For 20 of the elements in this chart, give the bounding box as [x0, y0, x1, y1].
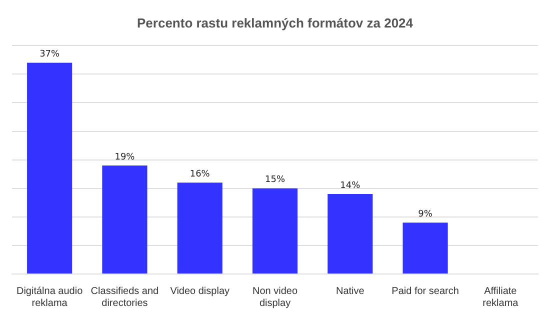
bar	[252, 188, 298, 274]
x-tick-label: Non video display	[252, 286, 298, 309]
data-label: 14%	[340, 180, 361, 191]
x-tick-label: Digitálna audio reklama	[16, 286, 84, 309]
bar	[402, 222, 448, 274]
x-tick-label: Paid for search	[392, 286, 459, 297]
bar	[328, 194, 373, 274]
data-label: 9%	[418, 209, 433, 220]
x-tick-label: Native	[336, 286, 365, 297]
bar	[27, 62, 72, 274]
x-tick-label: Video display	[170, 286, 230, 297]
x-tick-label: Classifieds and directories	[90, 286, 159, 309]
x-tick-label: Affiliate reklama	[482, 286, 519, 309]
data-label: 37%	[40, 50, 60, 60]
data-label: 19%	[114, 152, 136, 162]
data-label: 16%	[190, 169, 210, 180]
data-label: 15%	[264, 175, 286, 186]
chart-title: Percento rastu reklamných formátov za 2024	[136, 15, 414, 30]
bar	[102, 166, 148, 274]
bar	[177, 182, 222, 274]
